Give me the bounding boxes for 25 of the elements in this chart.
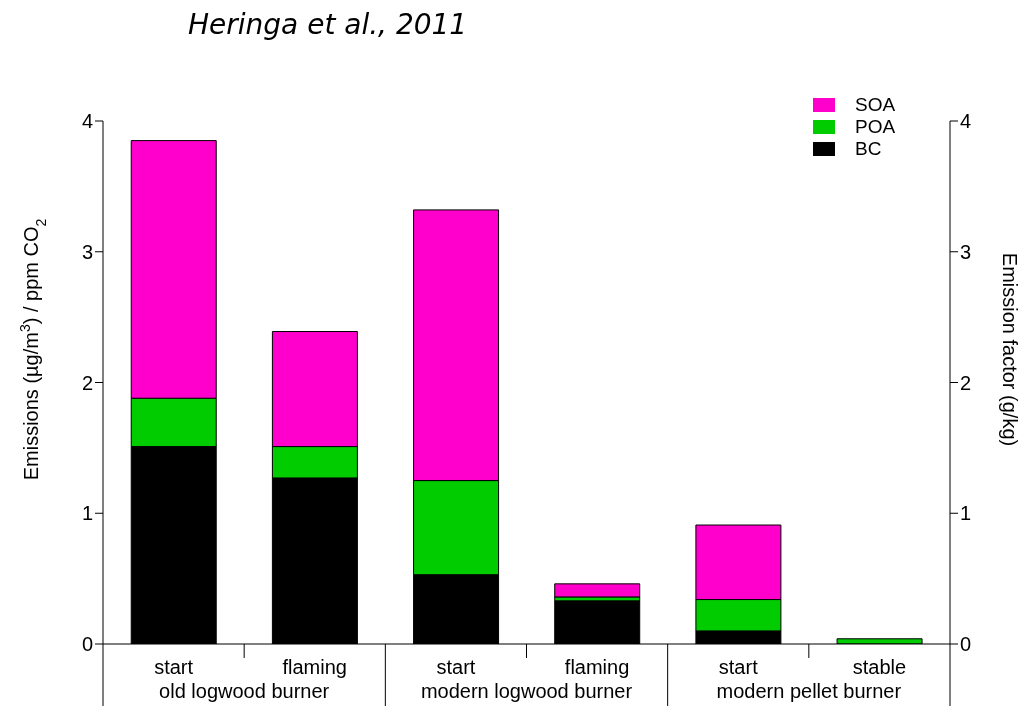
y-tick-label: 4 xyxy=(81,110,93,133)
text: modern pellet burner xyxy=(716,680,902,702)
text: old logwood burner xyxy=(159,680,330,702)
y2-tick-label: 4 xyxy=(960,110,972,133)
legend-label: BC xyxy=(855,138,882,160)
y-tick-label: 1 xyxy=(81,502,93,525)
x-tick-label: stable xyxy=(852,656,907,678)
x-tick-label: flaming xyxy=(282,656,347,678)
x-tick-label: start xyxy=(154,656,194,678)
bar xyxy=(554,583,641,598)
legend-label: POA xyxy=(855,116,896,138)
x-tick-label: start xyxy=(718,656,759,678)
text: modern logwood burner xyxy=(420,680,633,702)
chart-title: Heringa et al., 2011 xyxy=(188,8,468,41)
y2-tick-label: 3 xyxy=(960,240,972,263)
x-tick-label: start xyxy=(436,656,476,678)
y2-tick-label: 1 xyxy=(960,502,972,525)
legend-label: SOA xyxy=(855,94,896,116)
y-tick-label: 0 xyxy=(81,633,93,656)
y2-axis-title: Emission factor (g/kg) xyxy=(999,252,1021,447)
y-tick-label: 2 xyxy=(81,371,93,394)
x-tick-label: flaming xyxy=(564,656,630,678)
y2-tick-label: 0 xyxy=(960,633,972,656)
y2-tick-label: 2 xyxy=(960,371,972,394)
y-tick-label: 3 xyxy=(81,240,93,263)
